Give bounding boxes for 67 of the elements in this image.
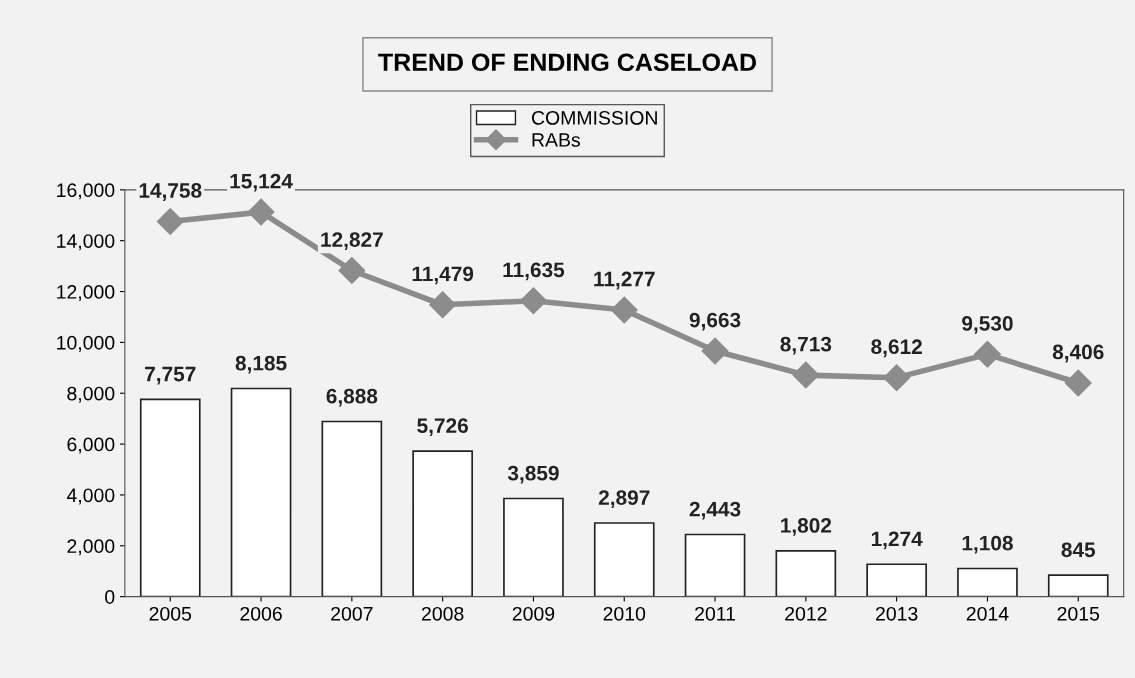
data-label: 1,802: [781, 518, 832, 536]
data-label: 12,827: [321, 232, 383, 250]
bar: [230, 387, 292, 597]
data-label: 6,888: [326, 388, 378, 407]
point: [338, 257, 366, 284]
bar: [866, 563, 927, 597]
x-tick-label: 2011: [695, 606, 736, 621]
bar: [321, 420, 383, 597]
legend-label: RABs: [532, 133, 580, 147]
x-tick-label: 2012: [785, 606, 827, 621]
bar: [503, 497, 564, 597]
x-tick-label: 2005: [149, 606, 192, 621]
data-label: 9,663: [689, 312, 741, 331]
x-tick-label: 2015: [1057, 606, 1100, 621]
point: [973, 340, 1001, 368]
point: [1064, 369, 1092, 397]
y-tick-label: 16,000: [57, 183, 115, 200]
data-label: 8,612: [871, 339, 922, 358]
y-tick-label: 6,000: [67, 437, 115, 454]
bar: [139, 398, 201, 597]
bar: [412, 450, 473, 597]
legend-label: COMMISSION: [531, 110, 657, 125]
y-tick-label: 14,000: [57, 234, 115, 251]
bar: [1047, 574, 1109, 597]
y-tick-label: 0: [105, 590, 115, 604]
y-tick-label: 8,000: [67, 386, 115, 403]
data-label: 2,897: [598, 490, 650, 508]
bar: [684, 533, 746, 597]
point: [610, 296, 638, 324]
bar: [775, 549, 837, 597]
data-label: 8,406: [1052, 344, 1104, 363]
x-tick-label: 2008: [422, 606, 464, 621]
bar: [957, 567, 1018, 597]
y-tick-label: 2,000: [67, 539, 115, 556]
y-tick-label: 4,000: [66, 488, 115, 505]
data-label: 11,635: [503, 262, 565, 281]
data-label: 1,108: [962, 535, 1013, 554]
point: [792, 361, 820, 389]
data-label: 5,726: [417, 418, 468, 437]
x-tick-label: 2010: [603, 606, 646, 621]
data-label: 11,479: [412, 266, 474, 285]
bar: [593, 522, 655, 597]
data-label: 1,274: [871, 531, 923, 550]
x-tick-label: 2014: [966, 606, 1009, 621]
point: [519, 287, 547, 315]
y-tick-label: 10,000: [57, 335, 115, 352]
data-label: 14,758: [139, 183, 202, 201]
point: [883, 364, 911, 392]
data-label: 8,185: [235, 355, 287, 374]
data-label: 3,859: [507, 465, 559, 484]
data-label: 15,124: [230, 173, 293, 192]
data-label: 2,443: [689, 501, 741, 520]
data-label: 845: [1061, 542, 1096, 558]
x-tick-label: 2007: [331, 606, 373, 621]
x-tick-label: 2006: [240, 606, 282, 621]
x-tick-label: 2009: [512, 606, 555, 621]
point: [156, 207, 184, 235]
x-tick-label: 2013: [876, 606, 918, 621]
data-label: 7,757: [145, 366, 196, 385]
point: [429, 291, 457, 319]
data-label: 8,713: [780, 336, 832, 355]
data-label: 11,277: [594, 271, 655, 290]
y-tick-label: 12,000: [57, 285, 115, 302]
chart-title: TREND OF ENDING CASELOAD: [378, 53, 757, 72]
point: [247, 198, 275, 226]
point: [701, 337, 729, 365]
data-label: 9,530: [962, 316, 1013, 334]
